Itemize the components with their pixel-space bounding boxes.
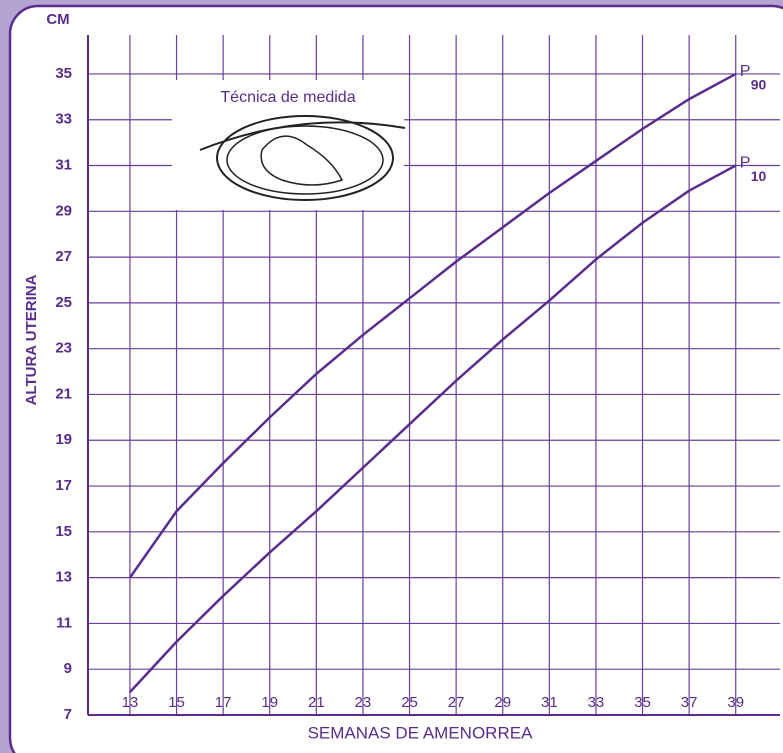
- inset-title: Técnica de medida: [220, 89, 355, 106]
- y-tick-label: 31: [55, 156, 72, 173]
- inset: Técnica de medida: [172, 80, 405, 210]
- y-tick-label: 15: [55, 523, 72, 540]
- y-tick-label: 9: [64, 660, 72, 677]
- series-label: P: [740, 63, 751, 80]
- y-tick-label: 13: [55, 569, 72, 586]
- y-tick-label: 27: [55, 248, 72, 265]
- series-label-sub: 10: [751, 168, 767, 184]
- x-axis-title: SEMANAS DE AMENORREA: [308, 723, 533, 742]
- series-label-sub: 90: [751, 77, 767, 93]
- y-tick-label: 35: [55, 65, 72, 82]
- y-tick-label: 19: [55, 431, 72, 448]
- y-axis-title: ALTURA UTERINA: [23, 274, 40, 405]
- y-unit: CM: [46, 11, 69, 28]
- page: {"chart_data": {"type": "line", "y_unit"…: [0, 0, 783, 753]
- y-tick-label: 17: [55, 477, 72, 494]
- y-tick-label: 25: [55, 294, 72, 311]
- y-tick-label: 33: [55, 111, 72, 128]
- y-tick-label: 21: [55, 385, 72, 402]
- y-tick-label: 7: [64, 706, 72, 723]
- y-tick-label: 11: [56, 614, 72, 631]
- chart: CM ALTURA UTERINA SEMANAS DE AMENORREA 7…: [0, 0, 783, 753]
- y-tick-label: 23: [55, 340, 72, 357]
- series-label: P: [740, 155, 751, 172]
- y-tick-label: 29: [55, 202, 72, 219]
